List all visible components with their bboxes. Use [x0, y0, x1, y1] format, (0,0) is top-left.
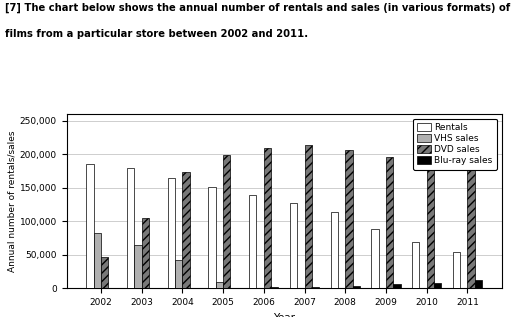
Bar — [182, 172, 190, 288]
Bar — [467, 169, 475, 288]
Bar — [127, 168, 134, 288]
Bar — [87, 165, 94, 288]
Bar — [453, 252, 460, 288]
Bar — [134, 245, 142, 288]
X-axis label: Year: Year — [273, 313, 295, 317]
Bar — [475, 281, 482, 288]
Bar — [290, 203, 297, 288]
Bar — [175, 260, 182, 288]
Bar — [264, 148, 271, 288]
Bar — [101, 257, 109, 288]
Bar — [345, 150, 353, 288]
Bar — [434, 283, 441, 288]
Bar — [216, 282, 223, 288]
Bar — [371, 230, 378, 288]
Bar — [94, 233, 101, 288]
Text: [7] The chart below shows the annual number of rentals and sales (in various for: [7] The chart below shows the annual num… — [5, 3, 510, 13]
Bar — [249, 195, 257, 288]
Bar — [426, 165, 434, 288]
Bar — [393, 284, 400, 288]
Bar — [331, 212, 338, 288]
Bar — [142, 218, 149, 288]
Bar — [412, 242, 419, 288]
Bar — [271, 287, 279, 288]
Y-axis label: Annual number of rentals/sales: Annual number of rentals/sales — [8, 131, 17, 272]
Text: films from a particular store between 2002 and 2011.: films from a particular store between 20… — [5, 29, 308, 39]
Bar — [312, 287, 319, 288]
Bar — [353, 286, 360, 288]
Bar — [386, 157, 393, 288]
Legend: Rentals, VHS sales, DVD sales, Blu-ray sales: Rentals, VHS sales, DVD sales, Blu-ray s… — [413, 119, 497, 170]
Bar — [168, 178, 175, 288]
Bar — [305, 145, 312, 288]
Bar — [208, 186, 216, 288]
Bar — [223, 155, 230, 288]
